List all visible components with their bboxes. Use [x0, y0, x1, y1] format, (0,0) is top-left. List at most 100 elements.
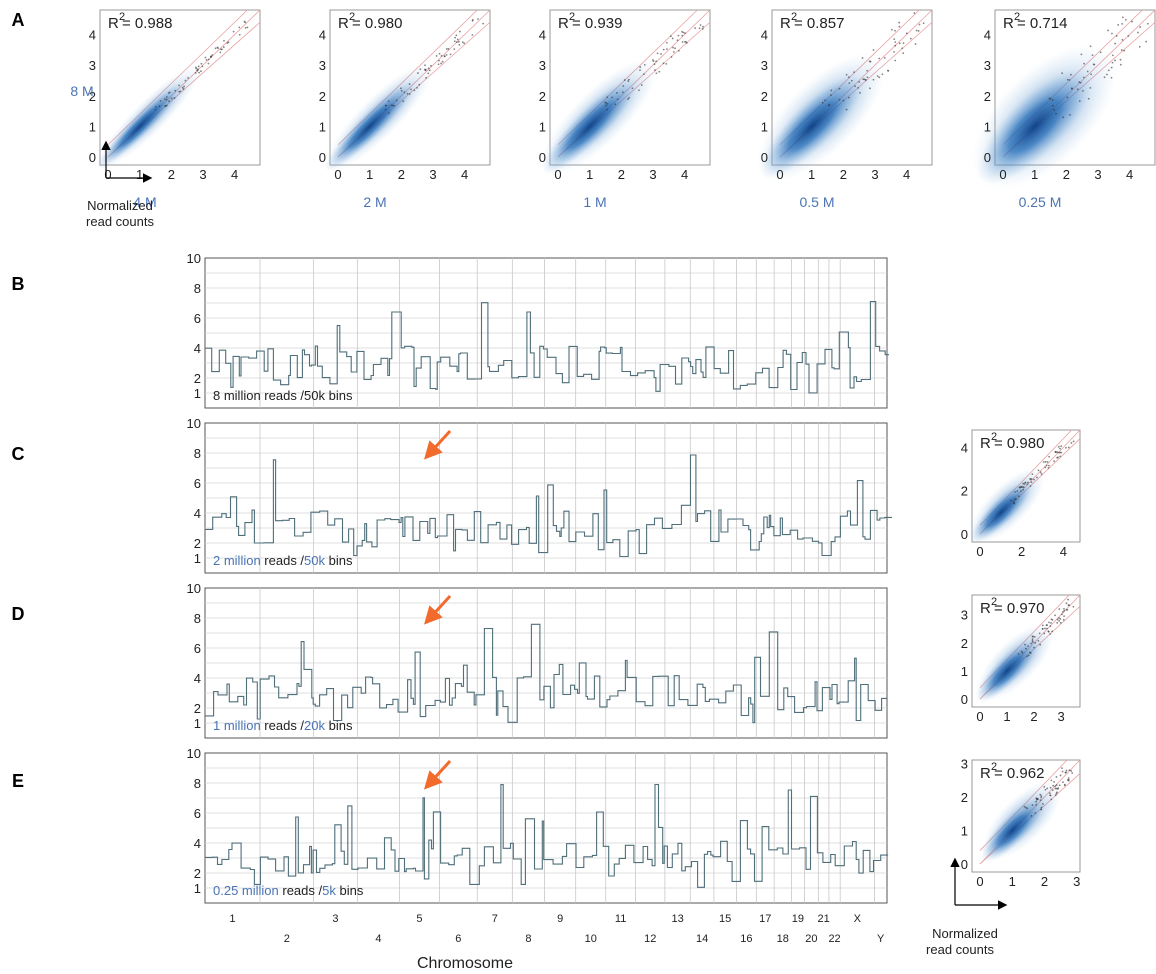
y-tick-label: 2 [961, 790, 968, 805]
scatter-point [184, 79, 187, 82]
scatter-point [864, 78, 867, 81]
chromosome-label: 6 [455, 933, 461, 945]
track-y-tick: 2 [194, 866, 201, 881]
scatter-point [170, 97, 173, 100]
y-axis-caption: 8 M [70, 83, 93, 99]
x-tick-label: 2 [1030, 709, 1037, 724]
chromosome-label: 3 [332, 913, 338, 925]
y-tick-label: 1 [961, 823, 968, 838]
copy-number-line [205, 623, 888, 724]
scatter-point [902, 52, 905, 55]
scatter-point [681, 34, 684, 37]
scatter-point [1040, 806, 1043, 809]
scatter-point [1071, 772, 1074, 774]
scatter-point [702, 25, 704, 28]
r2-exponent: 2 [791, 11, 797, 23]
scatter-point [1111, 61, 1114, 64]
track-y-tick: 4 [194, 836, 201, 851]
scatter-point [168, 100, 170, 103]
scatter-point [1072, 440, 1075, 443]
scatter-point [158, 105, 161, 108]
x-tick-label: 3 [429, 167, 436, 182]
scatter-point [197, 68, 199, 71]
scatter-point [385, 104, 387, 107]
x-tick-label: 4 [231, 167, 238, 182]
scatter-point [1031, 804, 1034, 807]
scatter-point [455, 34, 458, 37]
scatter-point [902, 42, 905, 45]
scatter-point [681, 41, 684, 43]
scatter-frame [329, 9, 491, 166]
scatter-point [905, 32, 908, 35]
scatter-point [898, 42, 901, 45]
scatter-point [1110, 76, 1113, 79]
x-tick-label: 4 [461, 167, 468, 182]
y-tick-label: 0 [961, 857, 968, 872]
scatter-point [898, 21, 901, 24]
x-tick-label: 4 [1060, 544, 1067, 559]
scatter-point [662, 62, 665, 65]
scatter-point [893, 38, 896, 41]
scatter-point [183, 85, 186, 88]
scatter-point [1022, 482, 1024, 485]
y-tick-label: 0 [961, 527, 968, 542]
scatter-point [1106, 73, 1108, 76]
x-tick-label: 3 [1073, 874, 1080, 889]
scatter-point [1030, 642, 1033, 645]
r2-value: = 0.962 [994, 765, 1044, 782]
scatter-frame [771, 9, 933, 166]
copy-number-line [205, 454, 892, 558]
scatter-point [174, 89, 177, 92]
scatter-point [1065, 608, 1068, 611]
axis-note-line1: Normalized [932, 926, 998, 941]
r2-exponent: 2 [119, 11, 125, 23]
scatter-point [1020, 490, 1022, 493]
scatter-point [857, 86, 859, 89]
scatter-point [655, 60, 658, 63]
x-tick-label: 0 [999, 167, 1006, 182]
scatter-point [606, 96, 609, 99]
r2-exponent: 2 [991, 761, 997, 773]
scatter-point [917, 30, 920, 32]
chromosome-label: 17 [759, 913, 771, 925]
scatter-point [1067, 598, 1070, 601]
scatter-point [1046, 461, 1049, 463]
scatter-point [454, 36, 456, 39]
scatter-point [1051, 99, 1054, 101]
scatter-point [1079, 81, 1082, 84]
x-tick-label: 1 [1031, 167, 1038, 182]
chromosome-label: 1 [229, 913, 235, 925]
scatter-point [1014, 491, 1016, 493]
r2-value: = 0.939 [572, 15, 622, 32]
scatter-point [685, 41, 688, 44]
scatter-point [1040, 795, 1043, 797]
scatter-point [1115, 35, 1118, 37]
x-tick-label: 2 [840, 167, 847, 182]
scatter-point [1111, 32, 1113, 35]
scatter-point [694, 27, 697, 29]
scatter-point [1057, 787, 1060, 789]
scatter-point [872, 49, 875, 51]
scatter-point [830, 89, 833, 92]
scatter-point [1025, 647, 1027, 650]
scatter-point [1121, 22, 1124, 25]
scatter-point [406, 92, 409, 95]
chromosome-label: 5 [416, 913, 422, 925]
y-tick-label: 3 [984, 58, 991, 73]
scatter-point [1050, 779, 1053, 782]
track-y-tick: 6 [194, 476, 201, 491]
scatter-point [876, 75, 879, 78]
scatter-point [210, 56, 213, 58]
scatter-point [1138, 45, 1141, 48]
scatter-point [455, 41, 458, 44]
genome-track: 12 4 6 8 10 0.25 million reads /5k bins [187, 746, 889, 904]
caption-highlight: 20k [304, 718, 325, 733]
scatter-point [482, 22, 485, 25]
x-tick-label: 4 [903, 167, 910, 182]
scatter-point [453, 40, 456, 43]
scatter-point [1058, 617, 1060, 619]
scatter-point [866, 76, 869, 79]
panel-label-c: C [12, 444, 25, 464]
